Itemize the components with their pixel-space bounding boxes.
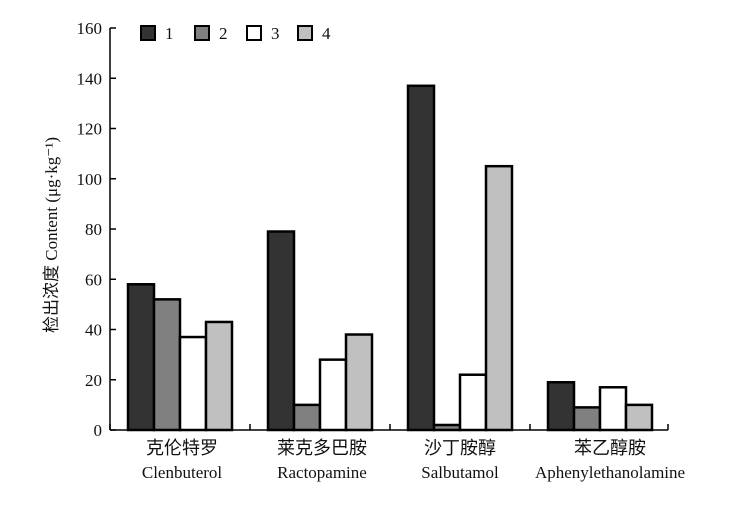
bars-layer	[126, 84, 654, 432]
bar-1-3	[406, 84, 436, 432]
category-label-zh: 莱克多巴胺	[277, 438, 367, 458]
bar-1-1	[126, 283, 156, 432]
y-tick-label: 80	[85, 220, 102, 239]
bar-3-3	[458, 373, 488, 432]
bar-2-2	[292, 403, 322, 432]
y-tick-label: 60	[85, 270, 102, 289]
y-tick-label: 140	[77, 69, 103, 88]
bar-3-2	[318, 358, 348, 432]
bar-3-4	[598, 386, 628, 432]
legend-label-3: 3	[271, 24, 280, 43]
y-tick-label: 100	[77, 170, 103, 189]
category-label-zh: 苯乙醇胺	[574, 438, 646, 458]
y-tick-label: 0	[94, 421, 103, 440]
legend-swatch-1	[140, 25, 156, 41]
bar-4-2	[344, 333, 374, 432]
legend-swatch-4	[297, 25, 313, 41]
bar-3-1	[178, 335, 208, 432]
bar-1-2	[266, 230, 296, 432]
legend-swatch-2	[194, 25, 210, 41]
y-tick-label: 160	[77, 19, 103, 38]
legend: 1 2 3 4	[140, 24, 331, 43]
category-label-en: Aphenylethanolamine	[535, 463, 685, 482]
legend-label-2: 2	[219, 24, 228, 43]
legend-label-4: 4	[322, 24, 331, 43]
y-tick-label: 120	[77, 120, 103, 139]
category-label-zh: 沙丁胺醇	[424, 438, 496, 458]
bar-2-1	[152, 298, 182, 432]
category-label-en: Salbutamol	[421, 463, 499, 482]
legend-label-1: 1	[165, 24, 174, 43]
bar-4-3	[484, 164, 514, 432]
axes-layer: 0 20 40 60 80 100 120 140 160 克伦特罗 Clenbuterol 莱克多巴…	[77, 19, 686, 482]
bar-4-4	[624, 403, 654, 432]
y-tick-label: 40	[85, 321, 102, 340]
bar-2-4	[572, 406, 602, 432]
category-label-zh: 克伦特罗	[146, 438, 218, 458]
bar-2-3	[432, 423, 462, 432]
category-label-en: Ractopamine	[277, 463, 367, 482]
y-tick-label: 20	[85, 371, 102, 390]
y-axis-label: 检出浓度 Content (μg·kg⁻¹)	[42, 137, 61, 333]
legend-swatch-3	[246, 25, 262, 41]
bar-4-1	[204, 320, 234, 432]
bar-1-4	[546, 381, 576, 432]
category-label-en: Clenbuterol	[142, 463, 223, 482]
